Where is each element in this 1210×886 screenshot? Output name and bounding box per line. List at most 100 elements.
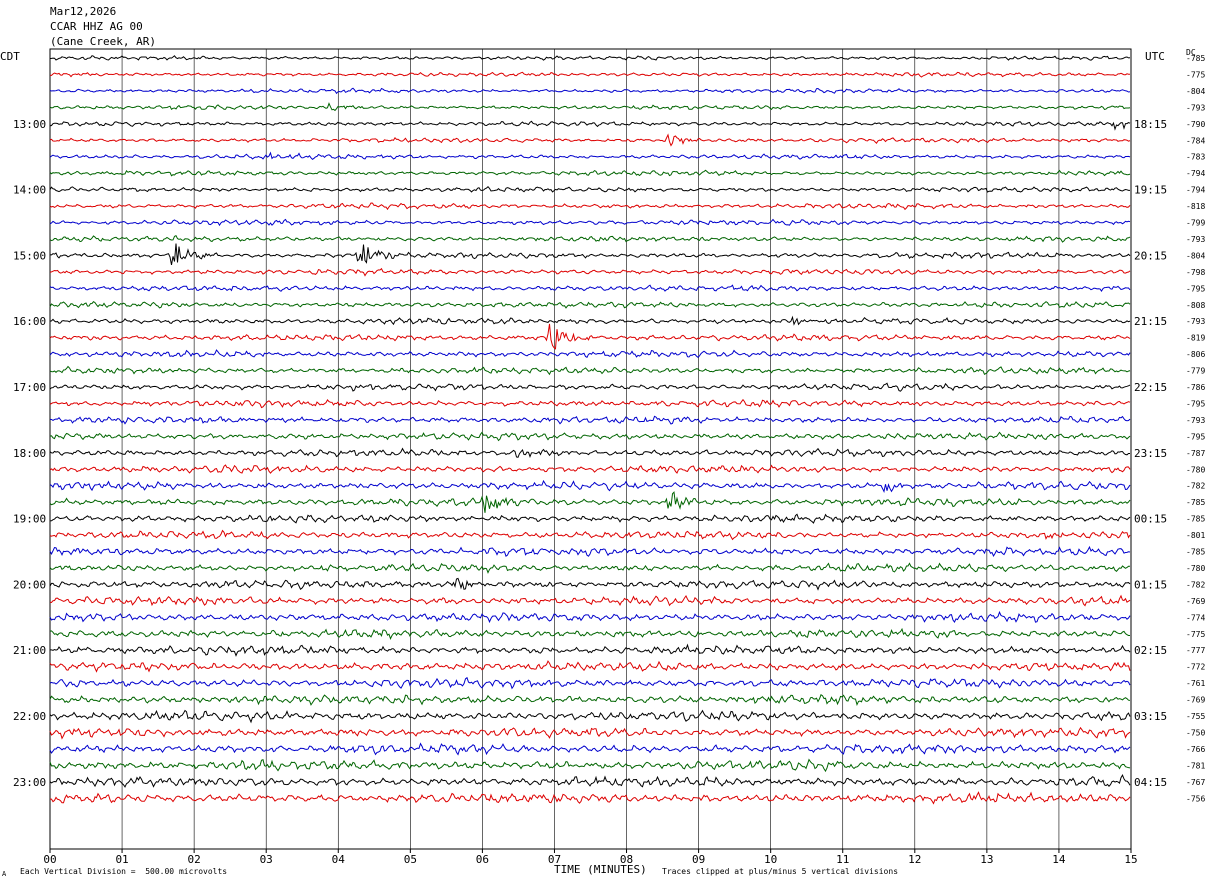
channel-label: CCAR HHZ AG 00 xyxy=(50,20,143,33)
dc-offset-label: -819 xyxy=(1186,334,1205,343)
trace-row xyxy=(49,545,1131,558)
right-time-label: 02:15 xyxy=(1134,644,1167,657)
dc-offset-label: -780 xyxy=(1186,564,1205,573)
dc-offset-label: -786 xyxy=(1186,383,1205,392)
dc-offset-label: -795 xyxy=(1186,399,1205,408)
dc-offset-label: -793 xyxy=(1186,416,1205,425)
dc-offset-label: -780 xyxy=(1186,465,1205,474)
trace-row xyxy=(49,169,1131,177)
x-tick-label: 09 xyxy=(692,853,705,866)
trace-row xyxy=(49,742,1131,756)
trace-row xyxy=(49,694,1131,707)
dc-offset-label: -775 xyxy=(1186,70,1205,79)
trace-row xyxy=(49,513,1131,524)
dc-offset-label: -790 xyxy=(1186,120,1205,129)
trace-row xyxy=(49,415,1131,425)
trace-row xyxy=(50,71,1131,78)
dc-offset-label: -777 xyxy=(1186,646,1205,655)
dc-offset-label: -793 xyxy=(1186,235,1205,244)
right-time-label: 03:15 xyxy=(1134,710,1167,723)
right-time-label: 19:15 xyxy=(1134,184,1167,197)
right-time-label: 04:15 xyxy=(1134,776,1167,789)
left-time-label: 17:00 xyxy=(13,381,46,394)
trace-row xyxy=(49,55,1131,61)
trace-row xyxy=(49,577,1131,591)
dc-offset-label: -799 xyxy=(1186,219,1205,228)
trace-row xyxy=(49,218,1131,227)
trace-row xyxy=(49,610,1131,624)
trace-row xyxy=(49,773,1131,788)
trace-layer xyxy=(49,55,1131,805)
trace-row xyxy=(49,431,1131,442)
right-time-label: 21:15 xyxy=(1134,315,1167,328)
x-tick-label: 14 xyxy=(1052,853,1066,866)
x-tick-label: 00 xyxy=(43,853,56,866)
dc-offset-label: -801 xyxy=(1186,531,1205,540)
dc-offset-label: -782 xyxy=(1186,580,1205,589)
left-zone-label: CDT xyxy=(0,50,20,63)
left-time-label: 20:00 xyxy=(13,578,46,591)
right-time-label: 23:15 xyxy=(1134,447,1167,460)
trace-row xyxy=(49,284,1131,293)
plot-frame xyxy=(49,48,1132,850)
dc-offset-label: -783 xyxy=(1186,153,1205,162)
trace-row xyxy=(49,676,1131,690)
trace-row xyxy=(49,726,1131,740)
x-tick-label: 04 xyxy=(332,853,346,866)
x-tick-label: 01 xyxy=(115,853,128,866)
trace-row xyxy=(49,102,1131,112)
trace-row xyxy=(49,315,1131,326)
x-tick-label: 13 xyxy=(980,853,993,866)
x-tick-label: 07 xyxy=(548,853,561,866)
x-axis-label: TIME (MINUTES) xyxy=(554,863,647,876)
x-tick-label: 03 xyxy=(260,853,273,866)
trace-row xyxy=(50,791,1131,805)
trace-row xyxy=(49,382,1131,392)
trace-row xyxy=(49,660,1131,673)
left-time-label: 16:00 xyxy=(13,315,46,328)
dc-offset-label: -756 xyxy=(1186,794,1205,803)
dc-offset-label: -785 xyxy=(1186,54,1205,63)
clip-note: Traces clipped at plus/minus 5 vertical … xyxy=(662,867,899,876)
left-time-label: 13:00 xyxy=(13,118,46,131)
trace-row xyxy=(49,133,1131,147)
trace-row xyxy=(49,594,1131,607)
dc-offset-label: -784 xyxy=(1186,136,1205,145)
left-time-label: 19:00 xyxy=(13,513,46,526)
right-time-label: 18:15 xyxy=(1134,118,1167,131)
x-tick-label: 15 xyxy=(1124,853,1137,866)
dc-offset-label: -755 xyxy=(1186,712,1205,721)
right-zone-label: UTC xyxy=(1145,50,1165,63)
dc-offset-label: -798 xyxy=(1186,268,1205,277)
dc-offset-label: -774 xyxy=(1186,613,1205,622)
dc-offset-label: -766 xyxy=(1186,745,1205,754)
dc-offset-label: -806 xyxy=(1186,350,1205,359)
left-time-label: 18:00 xyxy=(13,447,46,460)
dc-offset-label: -794 xyxy=(1186,186,1205,195)
dc-offset-label: -772 xyxy=(1186,663,1205,672)
trace-row xyxy=(49,151,1131,160)
trace-row xyxy=(49,627,1130,641)
left-time-label: 15:00 xyxy=(13,249,46,262)
trace-row xyxy=(49,202,1131,211)
dc-offset-label: -769 xyxy=(1186,696,1205,705)
x-tick-label: 06 xyxy=(476,853,489,866)
dc-offset-label: -775 xyxy=(1186,630,1205,639)
dc-offset-label: -750 xyxy=(1186,728,1205,737)
dc-offset-label: -785 xyxy=(1186,548,1205,557)
trace-row xyxy=(49,323,1131,350)
x-tick-label: 02 xyxy=(188,853,201,866)
corner-mark: A xyxy=(2,870,7,878)
trace-row xyxy=(49,447,1130,459)
dc-offset-label: -767 xyxy=(1186,778,1205,787)
left-time-label: 21:00 xyxy=(13,644,46,657)
right-time-label: 20:15 xyxy=(1134,249,1167,262)
x-tick-label: 08 xyxy=(620,853,633,866)
right-time-label: 01:15 xyxy=(1134,578,1167,591)
trace-row xyxy=(49,267,1131,277)
dc-offset-label: -795 xyxy=(1186,432,1205,441)
dc-offset-label: -787 xyxy=(1186,449,1205,458)
dc-label: DC xyxy=(1186,48,1196,57)
label-layer: 00 01 02 03 04 05 06 07 08 09 10 11 12 13 14 15 -785 -775… xyxy=(13,54,1205,866)
